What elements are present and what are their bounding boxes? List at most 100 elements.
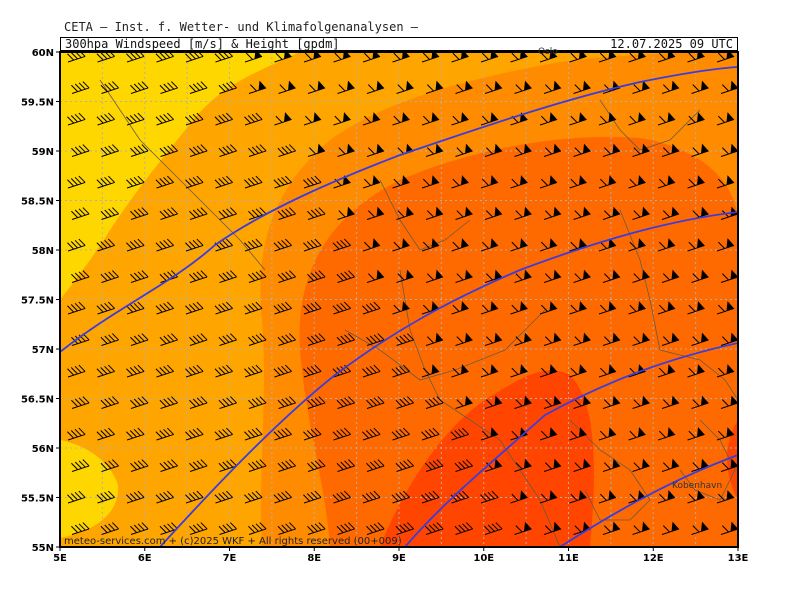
wind-barb — [277, 522, 296, 535]
wind-barb — [425, 459, 444, 472]
wind-barb — [421, 364, 440, 378]
wind-barb — [598, 490, 617, 504]
x-tick-label: 10E — [473, 553, 494, 564]
wind-barb — [628, 52, 646, 63]
wind-barb — [189, 207, 208, 220]
city-label-kobenhavn: Kobenhavn — [672, 481, 722, 491]
wind-barb — [391, 490, 410, 504]
wind-barb — [598, 238, 617, 252]
wind-barb — [687, 490, 705, 504]
wind-barb — [657, 301, 676, 315]
wind-barb — [303, 52, 322, 63]
wind-barb — [543, 80, 562, 94]
wind-barb — [628, 238, 646, 252]
wind-barb — [155, 238, 174, 252]
wind-barb — [720, 458, 738, 472]
wind-barb — [569, 52, 587, 63]
wind-barb — [67, 364, 86, 378]
wind-barb — [539, 427, 558, 441]
wind-barb — [336, 459, 355, 472]
wind-barb — [657, 427, 676, 441]
wind-barb — [277, 144, 296, 157]
wind-barb — [484, 458, 503, 472]
wind-barb — [218, 459, 237, 472]
wind-barb — [451, 301, 469, 315]
wind-barb — [307, 270, 326, 283]
wind-barb — [337, 143, 355, 157]
wind-barb — [691, 269, 709, 283]
wind-barb — [396, 269, 414, 283]
wind-barb — [155, 427, 174, 441]
wind-barb — [244, 238, 263, 252]
x-tick-label: 6E — [138, 553, 152, 564]
wind-barb — [480, 175, 499, 189]
wind-barb — [421, 175, 440, 189]
wind-barb — [362, 364, 381, 378]
wind-barb — [455, 143, 473, 157]
wind-barb — [130, 270, 149, 283]
wind-barb — [455, 395, 473, 409]
wind-barb — [214, 364, 233, 378]
y-tick-label: 56N — [32, 444, 54, 455]
wind-barb — [244, 490, 263, 504]
wind-barb — [303, 301, 322, 315]
wind-barb — [362, 52, 381, 63]
height-contour-1 — [60, 66, 738, 353]
wind-barb — [569, 238, 587, 252]
wind-barb — [214, 175, 233, 189]
wind-barb — [366, 396, 385, 409]
wind-barb — [484, 80, 503, 94]
wind-barb — [362, 301, 381, 315]
wind-barb — [303, 112, 322, 126]
wind-barb — [248, 522, 267, 535]
wind-barb — [366, 206, 385, 220]
wind-barb — [336, 396, 355, 409]
wind-barb — [71, 459, 90, 472]
wind-barb — [392, 175, 410, 189]
wind-barb — [130, 144, 149, 157]
wind-barb — [716, 112, 735, 126]
wind-barb — [421, 112, 440, 126]
wind-barb — [425, 332, 444, 346]
wind-barb — [425, 269, 444, 283]
wind-barb — [67, 490, 86, 504]
x-tick-label: 5E — [53, 553, 67, 564]
wind-barb — [185, 301, 204, 315]
wind-barb — [573, 269, 591, 283]
height-contour-2 — [159, 211, 738, 547]
wind-barb — [218, 333, 237, 346]
wind-barb — [691, 332, 709, 346]
wind-barb — [159, 81, 178, 94]
wind-barb — [628, 427, 646, 441]
wind-barb — [484, 522, 503, 535]
wind-barb — [691, 143, 709, 157]
wind-barb — [332, 301, 351, 315]
wind-barb — [632, 458, 650, 472]
y-tick-label: 59.5N — [21, 98, 54, 109]
wind-barb — [451, 175, 469, 189]
wind-barb — [244, 52, 263, 63]
wind-barb — [602, 458, 621, 472]
wind-barb — [332, 427, 351, 441]
wind-barb — [362, 238, 381, 252]
wind-barb — [273, 301, 292, 315]
wind-barb — [480, 427, 499, 441]
wind-barb — [189, 459, 208, 472]
band-light — [60, 52, 300, 300]
wind-barb — [244, 364, 263, 378]
y-tick-label: 58N — [32, 246, 54, 257]
wind-barb — [362, 490, 381, 504]
wind-barb — [189, 81, 208, 94]
wind-barb — [543, 521, 562, 535]
wind-barb — [189, 333, 208, 346]
wind-barb — [277, 459, 296, 472]
wind-barb — [337, 80, 355, 94]
wind-barb — [218, 81, 237, 94]
wind-barb — [100, 522, 119, 535]
wind-barb — [691, 80, 709, 94]
height-contour-3 — [404, 342, 738, 547]
wind-barb — [248, 459, 267, 472]
wind-barb — [454, 522, 473, 535]
wind-barb — [514, 332, 532, 346]
wind-barb — [126, 112, 145, 126]
